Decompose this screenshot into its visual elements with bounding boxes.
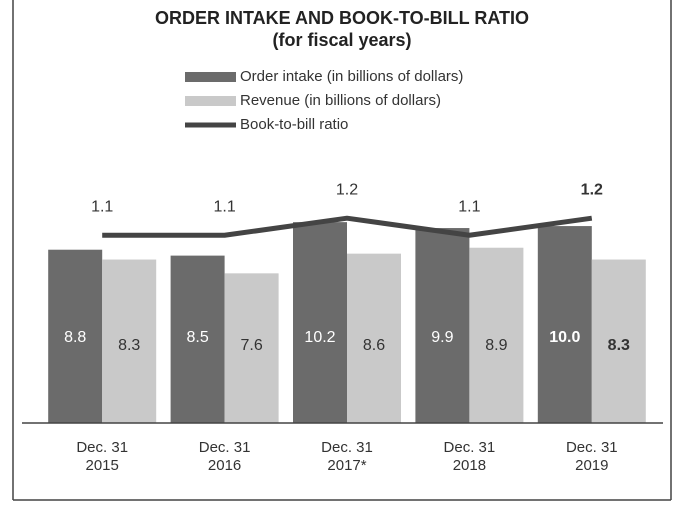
bar	[469, 247, 524, 423]
legend-swatch	[185, 96, 236, 106]
x-tick-label: Dec. 31 2016	[199, 439, 251, 474]
ratio-label: 1.1	[458, 198, 480, 215]
data-label: 8.5	[186, 329, 208, 346]
ratio-label: 1.2	[581, 181, 603, 198]
bar	[102, 259, 157, 423]
ratio-label: 1.1	[91, 198, 113, 215]
bar	[224, 273, 279, 423]
x-tick-label: Dec. 31 2019	[566, 439, 618, 474]
x-tick-label: Dec. 31 2018	[444, 439, 496, 474]
data-label: 8.3	[608, 337, 630, 354]
ratio-label: 1.2	[336, 181, 358, 198]
bar	[48, 249, 103, 423]
legend-label: Order intake (in billions of dollars)	[240, 68, 463, 85]
chart-title: ORDER INTAKE AND BOOK-TO-BILL RATIO	[155, 8, 529, 28]
x-tick-label: Dec. 31 2015	[76, 439, 128, 474]
bar	[347, 253, 401, 423]
data-label: 10.2	[304, 329, 335, 346]
legend-swatch	[185, 72, 236, 82]
data-label: 8.3	[118, 337, 140, 354]
bar	[415, 228, 470, 423]
bar	[591, 259, 646, 423]
data-label: 8.9	[485, 337, 507, 354]
data-label: 9.9	[431, 329, 453, 346]
data-label: 10.0	[549, 329, 580, 346]
ratio-label: 1.1	[213, 198, 235, 215]
x-tick-label: Dec. 31 2017*	[321, 439, 373, 474]
data-label: 7.6	[240, 337, 262, 354]
bar	[537, 226, 592, 423]
chart-subtitle: (for fiscal years)	[272, 30, 411, 50]
data-label: 8.8	[64, 329, 86, 346]
legend-label: Book-to-bill ratio	[240, 116, 348, 133]
bar	[170, 255, 225, 423]
legend-label: Revenue (in billions of dollars)	[240, 92, 441, 109]
ratio-line	[102, 215, 593, 238]
bar	[293, 222, 347, 423]
data-label: 8.6	[363, 337, 385, 354]
